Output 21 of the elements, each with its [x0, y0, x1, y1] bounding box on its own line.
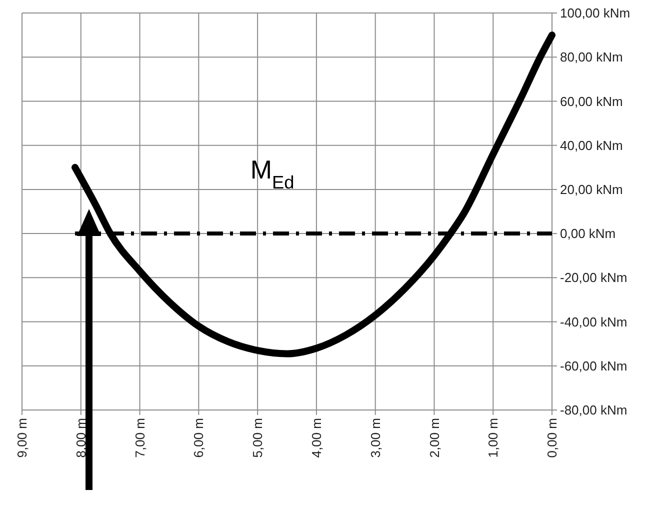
x-tick-label: 3,00 m — [368, 418, 383, 458]
y-tick-label: 20,00 kNm — [560, 182, 623, 197]
x-tick-label: 7,00 m — [132, 418, 148, 458]
y-tick-label: -20,00 kNm — [560, 270, 628, 286]
y-tick-label: -60,00 kNm — [560, 358, 628, 374]
x-tick-label: 1,00 m — [486, 418, 501, 458]
y-tick-label: 100,00 kNm — [560, 6, 630, 21]
y-tick-label: 60,00 kNm — [560, 94, 623, 109]
x-tick-label: 9,00 m — [14, 418, 30, 458]
y-tick-label: 40,00 kNm — [560, 138, 623, 153]
y-tick-label: 80,00 kNm — [560, 50, 623, 65]
y-tick-label: 0,00 kNm — [560, 226, 616, 242]
x-tick-label: 5,00 m — [250, 418, 266, 458]
x-tick-label: 6,00 m — [191, 418, 206, 458]
x-tick-label: 4,00 m — [308, 418, 324, 458]
x-tick-label: 0,00 m — [544, 418, 560, 458]
text: M$_{Ed}$ — [250, 154, 294, 192]
y-tick-label: -80,00 kNm — [560, 402, 628, 418]
x-tick-label: 8,00 m — [73, 418, 88, 458]
y-tick-label: -40,00 kNm — [560, 314, 628, 330]
x-tick-label: 2,00 m — [426, 418, 442, 458]
